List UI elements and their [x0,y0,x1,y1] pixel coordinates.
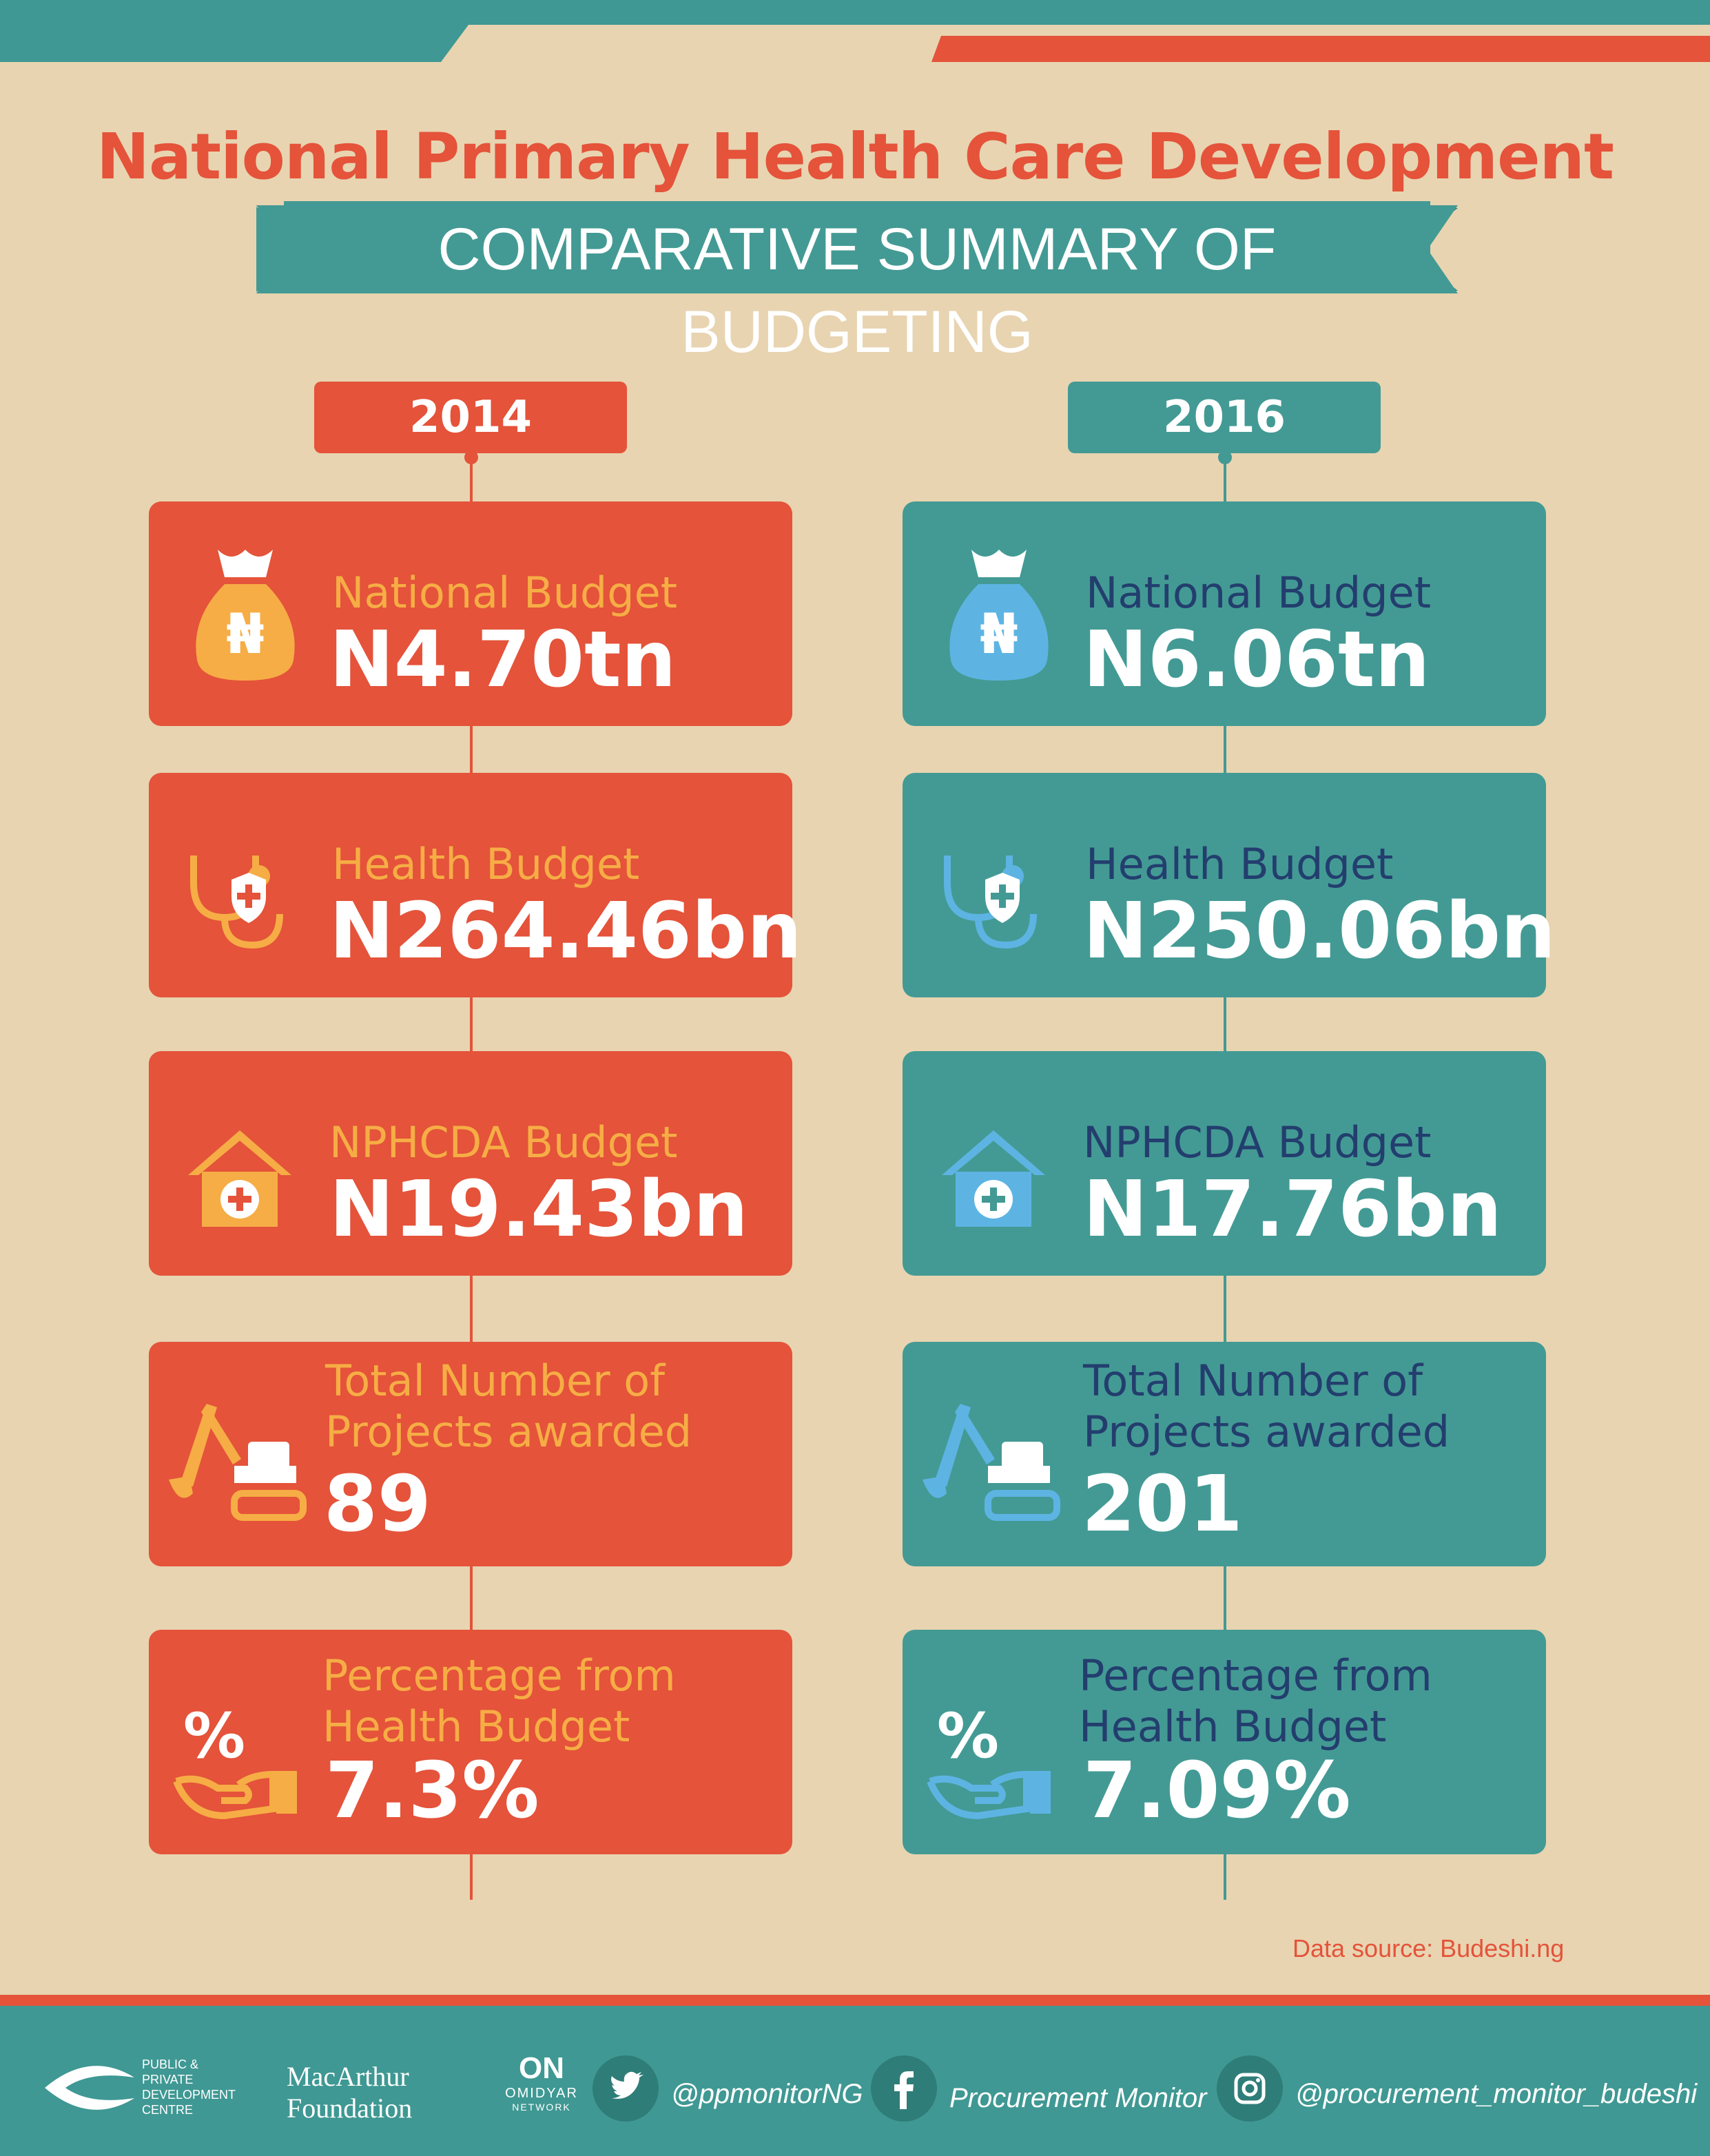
card-value: 201 [1082,1460,1243,1549]
data-source: Data source: Budeshi.ng [1292,1934,1565,1962]
year-tag-2016: 2016 [1068,382,1381,453]
card-label: Health Budget [1086,839,1394,889]
card-label: Percentage from [1079,1650,1432,1701]
money-bag-icon: ₦ [949,550,1049,681]
card-projects-2016: Total Number of Projects awarded 201 [903,1342,1546,1566]
subtitle-ribbon-shape [256,205,1458,293]
clinic-icon [188,1130,291,1227]
card-percentage-2016: % Percentage from Health Budget 7.09% [903,1630,1546,1854]
svg-text:%: % [183,1706,245,1772]
stethoscope-icon [190,856,283,949]
omidyar-line: NETWORK [512,2102,571,2113]
card-label-line2: Health Budget [1079,1701,1387,1752]
instagram-handle[interactable]: @procurement_monitor_budeshi [1295,2079,1698,2109]
top-decor-bar [0,0,1710,25]
omidyar-logo: ON OMIDYAR NETWORK [500,2051,583,2113]
macarthur-line: MacArthur [287,2061,409,2092]
page-subtitle: COMPARATIVE SUMMARY OF BUDGETING [437,216,1277,365]
timeline-dot-2014 [464,450,478,464]
timeline-dot-2016 [1218,450,1232,464]
card-label: National Budget [1086,568,1432,618]
facebook-icon[interactable] [871,2055,937,2122]
card-label: National Budget [332,568,678,618]
money-bag-icon: ₦ [196,550,295,681]
card-label: NPHCDA Budget [1083,1117,1432,1168]
card-percentage-2014: % Percentage from Health Budget 7.3% [149,1630,792,1854]
ppdc-text-line: PRIVATE [142,2073,194,2086]
ppdc-text-line: DEVELOPMENT [142,2088,236,2102]
ppdc-eye-logo [45,2066,134,2110]
card-health-budget-2014: Health Budget N264.46bn [149,773,802,997]
card-value: 7.09% [1083,1746,1351,1836]
card-label-line2: Projects awarded [325,1407,692,1457]
card-nphcda-budget-2016: NPHCDA Budget N17.76bn [903,1051,1546,1276]
clinic-icon [942,1130,1045,1227]
top-decor-shapes [0,25,1710,62]
card-health-budget-2016: Health Budget N250.06bn [903,773,1556,997]
card-label-line2: Health Budget [322,1701,630,1752]
percent-hand-icon: % [173,1706,297,1820]
footer: PUBLIC & PRIVATE DEVELOPMENT CENTRE MacA… [0,2006,1710,2156]
twitter-icon[interactable] [593,2055,659,2122]
card-value: 7.3% [325,1746,539,1836]
omidyar-line: OMIDYAR [505,2086,578,2101]
card-label: Percentage from [322,1650,676,1701]
macarthur-line: Foundation [287,2093,413,2124]
year-tag-2014: 2014 [314,382,627,453]
ppdc-text-line: PUBLIC & [142,2057,199,2071]
card-value: N250.06bn [1083,887,1556,976]
card-value: 89 [324,1460,431,1549]
ppdc-logo-text: PUBLIC & PRIVATE DEVELOPMENT CENTRE [142,2057,236,2117]
svg-text:%: % [937,1706,999,1772]
card-label: NPHCDA Budget [329,1117,678,1168]
card-nphcda-budget-2014: NPHCDA Budget N19.43bn [149,1051,792,1276]
twitter-handle[interactable]: @ppmonitorNG [671,2079,863,2109]
card-national-budget-2016: ₦ National Budget N6.06tn [903,501,1546,726]
card-value: N6.06tn [1083,615,1430,705]
footer-divider [0,1995,1710,2006]
card-projects-2014: Total Number of Projects awarded 89 [149,1342,792,1566]
omidyar-mark: ON [519,2051,564,2085]
card-label-line2: Projects awarded [1083,1407,1450,1457]
card-label: Total Number of [325,1356,666,1406]
card-value: N17.76bn [1083,1165,1502,1254]
card-value: N264.46bn [329,887,802,976]
card-national-budget-2014: ₦ National Budget N4.70tn [149,501,792,726]
svg-text:₦: ₦ [980,602,1018,666]
percent-hand-icon: % [927,1706,1051,1820]
svg-text:₦: ₦ [226,602,265,666]
macarthur-logo: MacArthur Foundation [287,2061,412,2124]
card-value: N4.70tn [329,615,677,705]
card-label: Health Budget [332,839,640,889]
excavator-icon [169,1404,307,1521]
instagram-icon[interactable] [1217,2055,1283,2122]
stethoscope-icon [944,856,1037,949]
facebook-handle[interactable]: Procurement Monitor [949,2083,1207,2113]
ppdc-text-line: CENTRE [142,2103,194,2117]
card-value: N19.43bn [329,1165,748,1254]
card-label: Total Number of [1083,1356,1423,1406]
excavator-icon [923,1404,1060,1521]
